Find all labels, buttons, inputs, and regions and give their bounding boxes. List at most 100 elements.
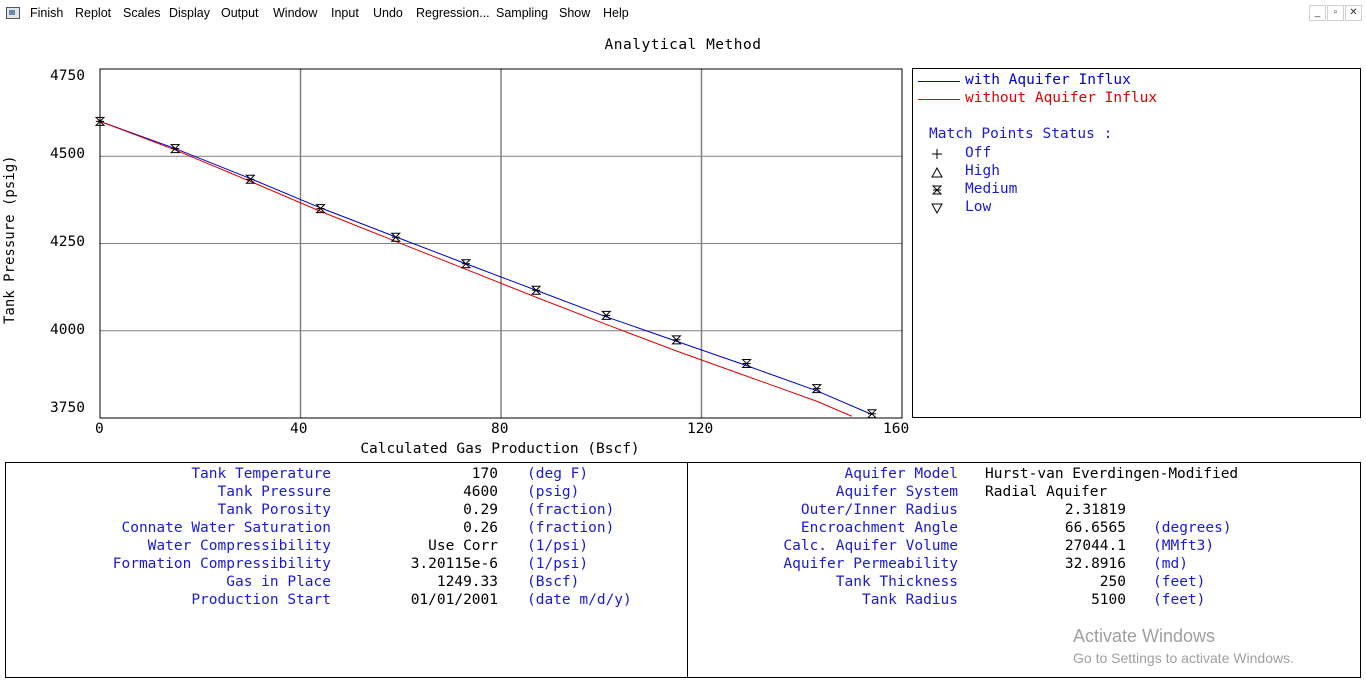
aquifer-param-value: Hurst-van Everdingen-Modified bbox=[985, 466, 1239, 482]
tank-param-unit: (fraction) bbox=[527, 502, 615, 518]
tank-param-unit: (psig) bbox=[527, 484, 580, 500]
menu-help[interactable]: Help bbox=[603, 6, 629, 20]
aquifer-param-value: 66.6565 bbox=[1064, 520, 1126, 536]
watermark-title: Activate Windows bbox=[1073, 626, 1216, 646]
tank-param-unit: (Bscf) bbox=[527, 574, 580, 590]
aquifer-param-value: 250 bbox=[1099, 574, 1126, 590]
parameters-panel bbox=[5, 462, 1361, 678]
chart-grid bbox=[100, 69, 902, 418]
aquifer-param-unit: (feet) bbox=[1153, 592, 1206, 608]
chart-match-points bbox=[94, 116, 878, 419]
series-line-with-aquifer bbox=[99, 120, 873, 415]
match-points-status-title: Match Points Status : bbox=[929, 126, 1113, 142]
match-point-medium bbox=[94, 116, 106, 126]
aquifer-param-unit: (degrees) bbox=[1153, 520, 1232, 536]
plus-icon bbox=[932, 149, 942, 159]
menu-undo[interactable]: Undo bbox=[373, 6, 403, 20]
match-point-medium bbox=[245, 174, 256, 184]
match-point-medium bbox=[390, 232, 401, 242]
aquifer-param-value: 5100 bbox=[1091, 592, 1126, 608]
match-point-medium bbox=[601, 310, 612, 320]
menu-output[interactable]: Output bbox=[221, 6, 259, 20]
aquifer-param-label: Outer/Inner Radius bbox=[800, 502, 958, 518]
x-tick-label: 80 bbox=[491, 421, 509, 437]
tank-param-label: Formation Compressibility bbox=[112, 556, 331, 572]
tank-param-unit: (1/psi) bbox=[527, 538, 589, 554]
match-point-medium bbox=[811, 384, 822, 394]
menu-show[interactable]: Show bbox=[559, 6, 591, 20]
tank-param-label: Gas in Place bbox=[226, 574, 331, 590]
series-line-without-aquifer bbox=[99, 120, 853, 417]
tank-param-value: 1249.33 bbox=[436, 574, 498, 590]
aquifer-param-label: Aquifer Model bbox=[844, 466, 959, 482]
x-tick-label: 160 bbox=[883, 421, 910, 437]
match-point-medium bbox=[169, 144, 181, 154]
aquifer-param-unit: (MMft3) bbox=[1153, 538, 1215, 554]
menu-regression[interactable]: Regression... bbox=[416, 6, 490, 20]
tank-param-value: 4600 bbox=[463, 484, 498, 500]
aquifer-param-value: 2.31819 bbox=[1064, 502, 1126, 518]
status-high-label: High bbox=[965, 163, 1000, 179]
aquifer-param-label: Tank Thickness bbox=[835, 574, 958, 590]
restore-icon[interactable]: ▫ bbox=[1327, 5, 1344, 21]
aquifer-param-label: Tank Radius bbox=[861, 592, 958, 608]
aquifer-param-label: Encroachment Angle bbox=[800, 520, 958, 536]
close-icon[interactable]: ✕ bbox=[1345, 5, 1362, 21]
tank-param-unit: (1/psi) bbox=[527, 556, 589, 572]
menu-window[interactable]: Window bbox=[273, 6, 318, 20]
tank-param-value: 170 bbox=[471, 466, 498, 482]
status-symbols bbox=[931, 149, 943, 215]
x-tick-label: 120 bbox=[687, 421, 714, 437]
status-low-label: Low bbox=[965, 199, 992, 215]
tank-param-value: 0.26 bbox=[463, 520, 498, 536]
tank-param-value: 0.29 bbox=[463, 502, 498, 518]
menu-display[interactable]: Display bbox=[169, 6, 210, 20]
tank-param-label: Tank Temperature bbox=[191, 466, 331, 482]
triangle-down-icon bbox=[931, 203, 943, 215]
x-tick-label: 40 bbox=[290, 421, 308, 437]
hourglass-icon bbox=[931, 185, 943, 195]
plot-area-frame bbox=[99, 68, 903, 419]
menu-scales[interactable]: Scales bbox=[123, 6, 161, 20]
chart-series bbox=[99, 120, 873, 417]
tank-param-label: Production Start bbox=[191, 592, 331, 608]
menu-finish[interactable]: Finish bbox=[30, 6, 64, 20]
tank-param-unit: (deg F) bbox=[527, 466, 589, 482]
match-point-medium bbox=[460, 259, 472, 269]
x-axis-label: Calculated Gas Production (Bscf) bbox=[360, 441, 640, 457]
panel-divider bbox=[687, 463, 688, 677]
legend-line-without-aquifer bbox=[918, 99, 960, 100]
status-off-label: Off bbox=[965, 145, 992, 161]
watermark-subtitle: Go to Settings to activate Windows. bbox=[1073, 650, 1294, 666]
aquifer-param-unit: (feet) bbox=[1153, 574, 1206, 590]
menu-replot[interactable]: Replot bbox=[75, 6, 112, 20]
aquifer-param-label: Calc. Aquifer Volume bbox=[783, 538, 958, 554]
match-point-medium bbox=[671, 335, 682, 345]
y-tick-label: 4750 bbox=[50, 68, 85, 84]
minimize-icon[interactable]: _ bbox=[1309, 5, 1326, 21]
x-tick-label: 0 bbox=[95, 421, 104, 437]
match-point-medium bbox=[530, 285, 542, 295]
aquifer-param-value: 27044.1 bbox=[1064, 538, 1126, 554]
app-icon[interactable] bbox=[6, 7, 20, 19]
aquifer-param-value: Radial Aquifer bbox=[985, 484, 1108, 500]
menu-input[interactable]: Input bbox=[331, 6, 359, 20]
tank-param-unit: (date m/d/y) bbox=[527, 592, 632, 608]
chart-title: Analytical Method bbox=[604, 37, 762, 53]
legend-with-aquifer: with Aquifer Influx bbox=[965, 72, 1131, 88]
aquifer-param-value: 32.8916 bbox=[1064, 556, 1126, 572]
tank-param-value: 3.20115e-6 bbox=[410, 556, 498, 572]
tank-param-value: 01/01/2001 bbox=[410, 592, 498, 608]
menu-sampling[interactable]: Sampling bbox=[496, 6, 549, 20]
y-tick-label: 3750 bbox=[50, 400, 85, 416]
triangle-up-icon bbox=[931, 166, 943, 178]
y-axis-label: Tank Pressure (psig) bbox=[2, 155, 18, 324]
tank-param-label: Tank Pressure bbox=[217, 484, 332, 500]
tank-param-label: Connate Water Saturation bbox=[121, 520, 331, 536]
menu-bar: Finish Replot Scales Display Output Wind… bbox=[0, 0, 1366, 28]
activate-windows-watermark: Activate Windows Go to Settings to activ… bbox=[1073, 626, 1294, 666]
aquifer-param-label: Aquifer Permeability bbox=[783, 556, 958, 572]
legend-without-aquifer: without Aquifer Influx bbox=[965, 90, 1158, 106]
y-tick-label: 4250 bbox=[50, 234, 85, 250]
